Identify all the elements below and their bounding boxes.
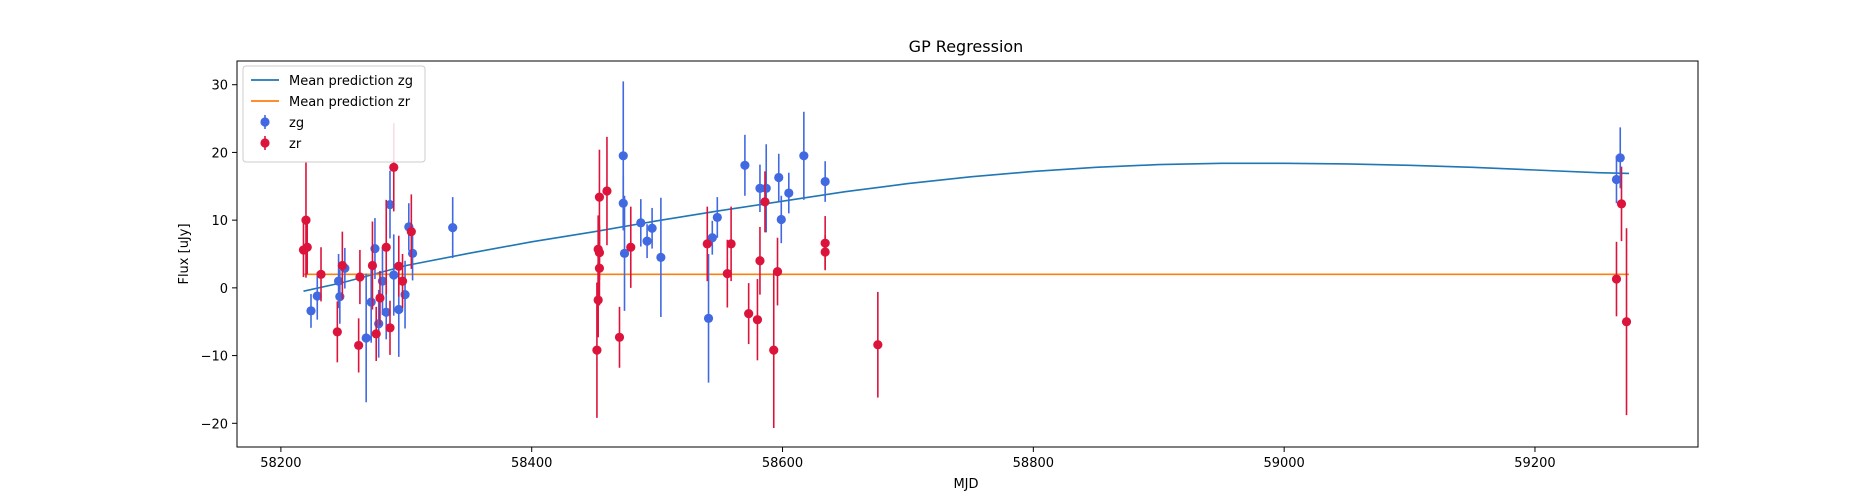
data-point [594,192,605,202]
legend-label: Mean prediction zr [289,95,411,110]
data-point [642,236,652,246]
series-zr [298,123,1632,429]
data-point [784,188,794,198]
legend-label: zr [289,137,302,152]
data-point [761,183,771,193]
data-point [316,269,326,279]
data-point [1616,199,1627,209]
y-tick-label: −10 [201,350,228,365]
x-tick-label: 59200 [1514,456,1555,471]
data-point [448,222,458,233]
data-point [381,307,391,317]
data-point [614,332,625,342]
data-point [740,160,750,170]
data-point [1621,317,1632,327]
axes-frame [236,60,1699,448]
data-point [332,327,342,337]
data-point [367,260,378,271]
data-point [1611,274,1622,284]
legend: Mean prediction zg Mean prediction zr zg zr [242,65,426,163]
data-point [602,186,612,196]
legend-marker-swatch [260,138,270,148]
x-tick-label: 58600 [762,456,803,471]
data-point [312,291,322,301]
data-point [371,329,381,339]
data-point [722,269,732,279]
data-point [593,295,603,305]
data-point [726,239,736,249]
data-point [755,256,765,266]
x-tick-label: 58200 [260,456,301,471]
prediction-line-0 [303,162,1630,292]
data-point [301,215,311,225]
data-point [375,293,385,303]
data-point [394,261,404,271]
y-axis: −20 −10 0 10 20 30 [201,79,237,432]
data-point [647,223,657,233]
data-point [361,333,371,343]
x-axis: 58200 58400 58600 58800 59000 59200 [260,447,1556,471]
data-point [337,260,347,271]
data-point [707,233,717,243]
data-point [406,227,416,237]
legend-box [242,65,426,163]
legend-label: Mean prediction zg [289,74,413,89]
data-point [592,345,602,355]
legend-label: zg [289,116,304,131]
y-tick-label: 10 [211,214,228,229]
data-point [769,345,779,355]
data-point [1611,174,1622,185]
data-point [760,197,770,207]
data-point [302,242,312,252]
data-point [389,270,399,280]
data-point [385,323,395,333]
y-tick-label: −20 [201,417,228,432]
data-point [820,247,830,257]
data-point [776,214,786,225]
data-point [594,263,605,273]
data-point [618,151,628,161]
data-point [703,313,714,323]
data-point [702,239,712,249]
data-point [366,297,376,307]
data-point [873,340,883,350]
legend-marker-swatch [260,117,270,127]
x-tick-label: 58800 [1013,456,1054,471]
chart-title: GP Regression [909,37,1024,56]
data-points [298,81,1632,429]
data-point [385,199,395,210]
data-point [355,272,365,282]
data-point [407,248,418,258]
x-tick-label: 58400 [511,456,552,471]
data-point [712,212,722,223]
y-tick-label: 20 [211,146,228,161]
x-tick-label: 59000 [1263,456,1304,471]
data-point [397,276,408,286]
data-point [774,172,784,183]
data-point [636,218,646,228]
data-point [306,306,316,316]
data-point [772,267,783,277]
x-axis-label: MJD [953,477,978,492]
y-tick-label: 30 [211,79,228,94]
data-point [744,308,754,319]
data-point [619,248,630,258]
data-point [389,162,399,172]
data-point [820,176,830,187]
data-point [354,340,364,351]
data-point [618,198,628,208]
y-axis-label: Flux [uJy] [177,223,192,284]
data-point [381,242,391,252]
data-point [656,252,666,262]
data-point [394,304,404,315]
data-point [752,315,763,325]
data-point [1615,153,1625,163]
data-point [626,242,636,252]
plot-area [298,81,1632,429]
data-point [799,151,809,161]
data-point [333,276,344,286]
prediction-lines [303,162,1630,292]
y-tick-label: 0 [220,282,228,297]
